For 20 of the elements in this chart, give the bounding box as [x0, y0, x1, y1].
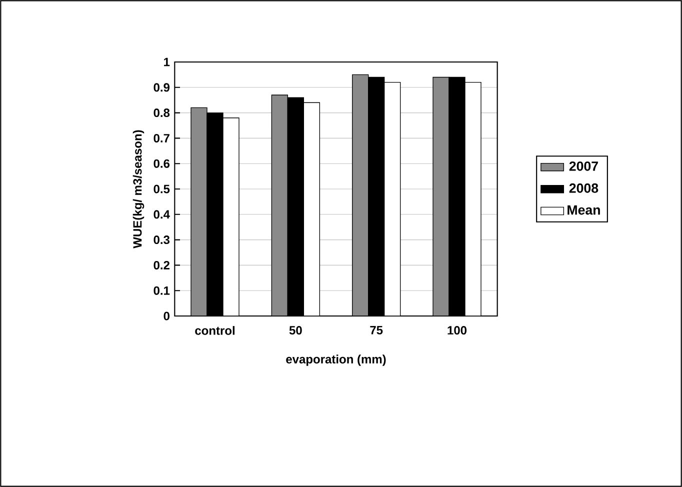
x-tick-label: 100 [448, 326, 467, 335]
y-tick-label: 0.3 [154, 236, 170, 244]
x-tick-label: 75 [370, 326, 383, 334]
legend-label: Mean [568, 205, 600, 215]
x-tick-label: 50 [289, 326, 302, 335]
y-tick-label: 0.4 [154, 210, 170, 219]
legend-label: 2007 [569, 161, 598, 171]
y-tick-label: 0.6 [154, 159, 170, 168]
y-tick-label: 0.9 [154, 83, 170, 92]
y-tick-label: 0.5 [154, 184, 170, 194]
y-tick-label: 1 [164, 58, 170, 66]
y-tick-label: 0 [164, 312, 170, 320]
legend-label: 2008 [569, 183, 598, 193]
x-tick-label: control [195, 326, 234, 335]
y-tick-label: 0.7 [154, 134, 170, 142]
y-axis-title: WUE(kg/ m3/season) [132, 130, 144, 248]
x-axis-title: evaporation (mm) [286, 354, 386, 366]
y-tick-label: 0.8 [154, 108, 170, 118]
y-tick-label: 0.2 [154, 260, 170, 270]
y-tick-label: 0.1 [154, 286, 170, 295]
